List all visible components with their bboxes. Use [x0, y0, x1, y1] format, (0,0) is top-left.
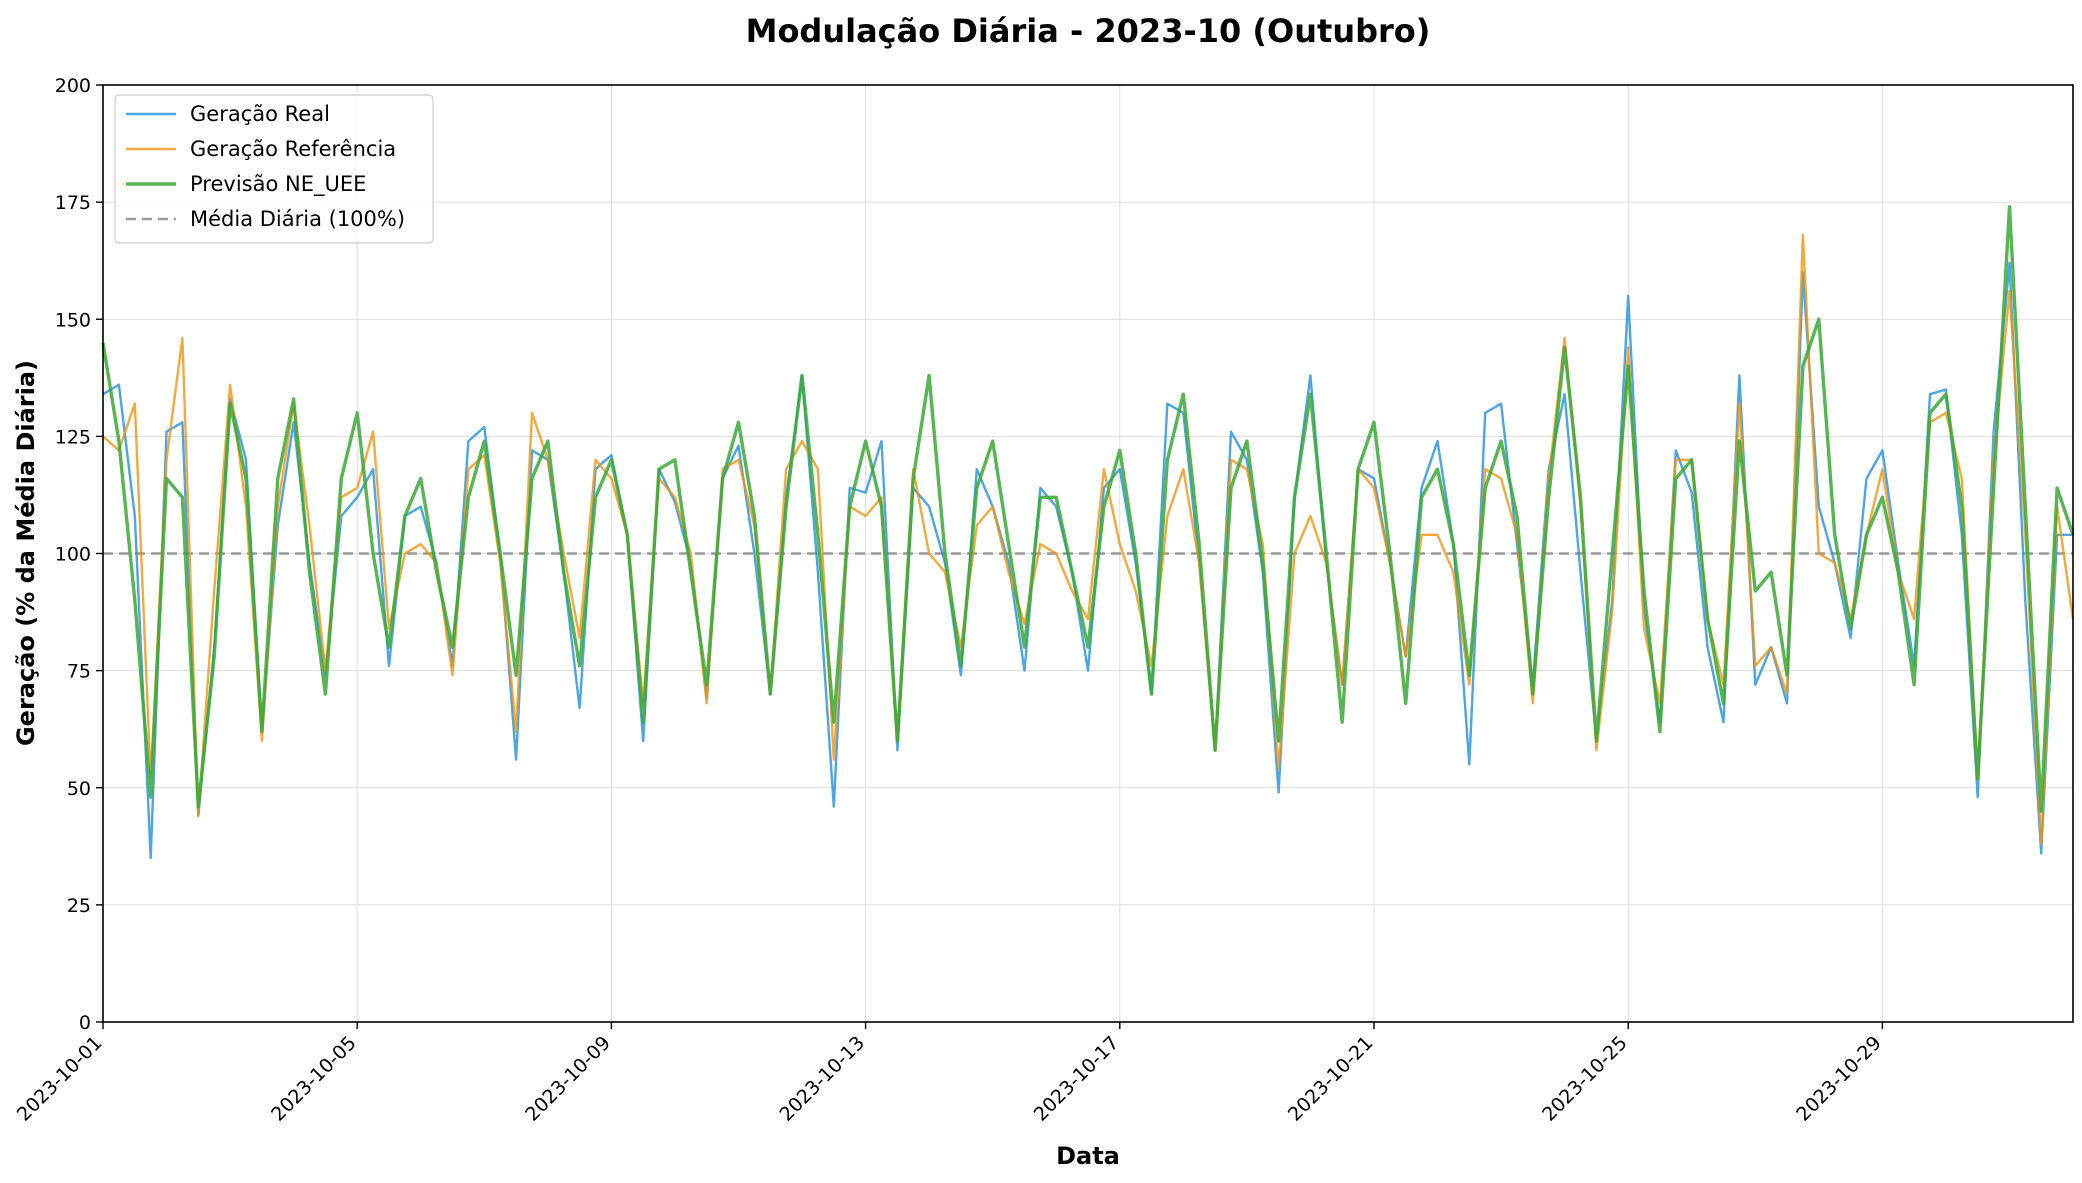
y-axis-title: Geração (% da Média Diária)	[12, 360, 40, 746]
legend-label: Geração Referência	[190, 137, 396, 161]
legend-label: Previsão NE_UEE	[190, 172, 366, 197]
x-tick-label: 2023-10-21	[1284, 1032, 1378, 1126]
y-tick-label: 175	[55, 192, 91, 214]
legend: Geração Real Geração Referência Previsão N…	[114, 94, 434, 244]
x-tick-label: 2023-10-05	[267, 1032, 361, 1126]
x-axis-title: Data	[1056, 1142, 1120, 1170]
legend-box	[114, 94, 434, 244]
y-tick-label: 100	[55, 544, 91, 566]
x-tick-label: 2023-10-17	[1030, 1032, 1124, 1126]
legend-label: Média Diária (100%)	[190, 207, 405, 231]
chart-title: Modulação Diária - 2023-10 (Outubro)	[746, 12, 1431, 50]
series-layer	[101, 205, 2075, 860]
x-tick-label: 2023-10-25	[1538, 1032, 1632, 1126]
legend-entries: Geração Real Geração Referência Previsão N…	[126, 102, 405, 231]
legend-label: Geração Real	[190, 102, 330, 126]
x-tick-label: 2023-10-09	[521, 1032, 615, 1126]
x-axis: 2023-10-01 2023-10-05 2023-10-09 2023-10-13…	[13, 1022, 1886, 1126]
y-tick-label: 125	[55, 426, 91, 448]
y-tick-label: 25	[67, 895, 91, 917]
y-tick-label: 150	[55, 309, 91, 331]
y-tick-label: 200	[55, 75, 91, 97]
x-tick-label: 2023-10-01	[13, 1032, 107, 1126]
x-tick-label: 2023-10-13	[775, 1032, 869, 1126]
y-tick-label: 0	[79, 1012, 91, 1034]
y-tick-label: 50	[67, 778, 91, 800]
series-line-3	[101, 205, 2075, 813]
y-tick-label: 75	[67, 661, 91, 683]
y-axis: 0 25 50 75 100 125 150 175 200	[55, 75, 103, 1034]
series-line-2	[102, 233, 2075, 846]
x-tick-label: 2023-10-29	[1792, 1032, 1886, 1126]
